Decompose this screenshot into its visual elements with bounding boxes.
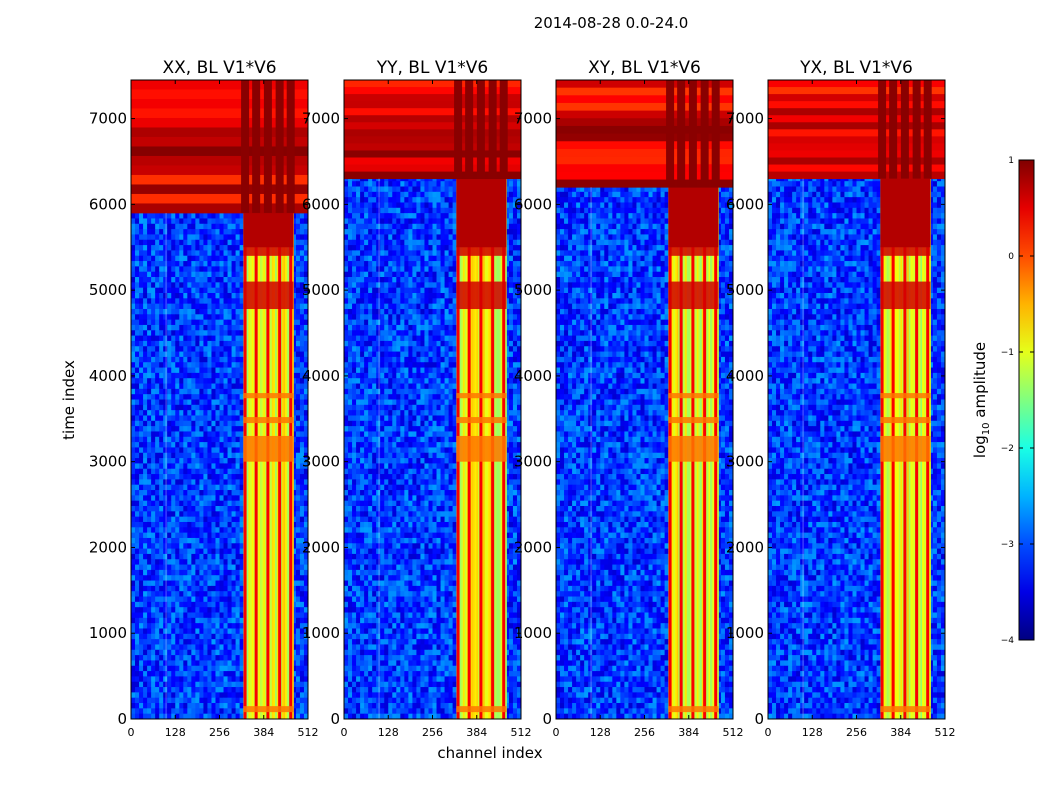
y-tick-label: 3000 bbox=[514, 453, 552, 471]
x-tick-label: 256 bbox=[209, 726, 230, 739]
y-tick-label: 3000 bbox=[302, 453, 340, 471]
x-tick-label: 384 bbox=[466, 726, 487, 739]
y-tick-label: 5000 bbox=[89, 281, 127, 299]
y-tick-label: 1000 bbox=[89, 624, 127, 642]
panel-2: YY, BL V1*V6 0 128 256 384 512 0 1000 2000 3000 40… bbox=[302, 58, 532, 739]
y-tick-label: 3000 bbox=[726, 453, 764, 471]
y-tick-label: 1000 bbox=[514, 624, 552, 642]
x-tick-label: 384 bbox=[678, 726, 699, 739]
panel-4: YX, BL V1*V6 0 128 256 384 512 0 1000 2000 3000 40… bbox=[726, 58, 956, 739]
x-tick-label: 384 bbox=[890, 726, 911, 739]
y-tick-label: 4000 bbox=[514, 367, 552, 385]
y-tick-label: 2000 bbox=[89, 538, 127, 556]
x-tick-label: 256 bbox=[422, 726, 443, 739]
panel-title: YX, BL V1*V6 bbox=[799, 58, 913, 78]
y-tick-label: 2000 bbox=[302, 538, 340, 556]
panel-title: XY, BL V1*V6 bbox=[588, 58, 701, 78]
y-tick-label: 2000 bbox=[726, 538, 764, 556]
panel-1: XX, BL V1*V6 0 128 256 384 512 0 1000 2000 3000 40… bbox=[89, 58, 319, 739]
y-tick-label: 0 bbox=[542, 710, 552, 728]
x-axis-label: channel index bbox=[437, 744, 542, 762]
x-tick-label: 0 bbox=[341, 726, 348, 739]
y-tick-label: 7000 bbox=[89, 110, 127, 128]
heatmap-image bbox=[344, 80, 521, 719]
x-tick-label: 128 bbox=[378, 726, 399, 739]
y-tick-label: 5000 bbox=[514, 281, 552, 299]
heatmap-image bbox=[768, 80, 945, 719]
colorbar-tick-label: 1 bbox=[1008, 156, 1014, 166]
y-tick-label: 6000 bbox=[726, 195, 764, 213]
colorbar-tick-label: −4 bbox=[1001, 636, 1015, 646]
x-tick-label: 512 bbox=[511, 726, 532, 739]
heatmap-image bbox=[556, 80, 733, 719]
y-axis-label: time index bbox=[60, 360, 78, 440]
colorbar-tick-label: −3 bbox=[1001, 540, 1014, 550]
y-tick-label: 7000 bbox=[726, 110, 764, 128]
y-tick-label: 5000 bbox=[302, 281, 340, 299]
x-tick-label: 384 bbox=[253, 726, 274, 739]
heatmap-image bbox=[131, 80, 308, 719]
y-tick-label: 0 bbox=[754, 710, 764, 728]
x-tick-label: 256 bbox=[634, 726, 655, 739]
x-tick-label: 512 bbox=[723, 726, 744, 739]
panel-title: XX, BL V1*V6 bbox=[162, 58, 276, 78]
y-tick-label: 1000 bbox=[726, 624, 764, 642]
panel-3: XY, BL V1*V6 0 128 256 384 512 0 1000 2000 3000 40… bbox=[514, 58, 744, 739]
colorbar-tick-label: −1 bbox=[1001, 348, 1014, 358]
y-tick-label: 6000 bbox=[89, 195, 127, 213]
y-tick-label: 5000 bbox=[726, 281, 764, 299]
colorbar-label: log10 amplitude bbox=[971, 342, 992, 458]
panels: XX, BL V1*V6 0 128 256 384 512 0 1000 2000 3000 40… bbox=[89, 58, 956, 739]
x-tick-label: 128 bbox=[590, 726, 611, 739]
x-tick-label: 0 bbox=[553, 726, 560, 739]
y-tick-label: 0 bbox=[117, 710, 127, 728]
y-tick-label: 3000 bbox=[89, 453, 127, 471]
x-tick-label: 512 bbox=[298, 726, 319, 739]
y-tick-label: 0 bbox=[330, 710, 340, 728]
y-tick-label: 7000 bbox=[302, 110, 340, 128]
y-tick-label: 4000 bbox=[89, 367, 127, 385]
x-tick-label: 128 bbox=[802, 726, 823, 739]
figure-title: 2014-08-28 0.0-24.0 bbox=[534, 14, 689, 32]
x-tick-label: 0 bbox=[128, 726, 135, 739]
y-tick-label: 2000 bbox=[514, 538, 552, 556]
x-tick-label: 0 bbox=[765, 726, 772, 739]
y-tick-label: 7000 bbox=[514, 110, 552, 128]
colorbar-tick-label: −2 bbox=[1001, 444, 1014, 454]
colorbar-tick-label: 0 bbox=[1008, 252, 1014, 262]
y-tick-label: 6000 bbox=[514, 195, 552, 213]
colorbar-gradient bbox=[1018, 159, 1035, 641]
x-tick-label: 256 bbox=[846, 726, 867, 739]
y-tick-label: 4000 bbox=[726, 367, 764, 385]
colorbar: 1 0 −1 −2 −3 −4 log10 amplitude bbox=[971, 156, 1035, 646]
y-tick-label: 4000 bbox=[302, 367, 340, 385]
y-tick-label: 1000 bbox=[302, 624, 340, 642]
panel-title: YY, BL V1*V6 bbox=[376, 58, 489, 78]
x-tick-label: 128 bbox=[165, 726, 186, 739]
y-tick-label: 6000 bbox=[302, 195, 340, 213]
x-tick-label: 512 bbox=[935, 726, 956, 739]
